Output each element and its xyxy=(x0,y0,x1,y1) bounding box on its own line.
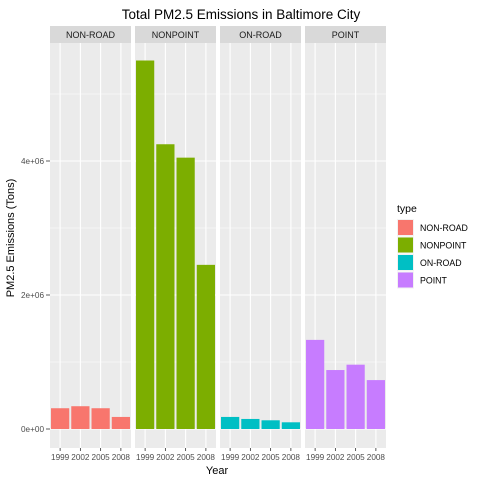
bar-point-2008 xyxy=(366,380,385,429)
x-tick-label: 2005 xyxy=(177,453,196,462)
y-tick-label: 2e+06 xyxy=(21,291,44,300)
legend-label-non-road: NON-ROAD xyxy=(420,223,468,233)
legend-label-nonpoint: NONPOINT xyxy=(420,241,467,251)
facet-panel-non-road: NON-ROAD 1999 2002 2005 2008 xyxy=(50,26,131,462)
x-tick-label: 2005 xyxy=(262,453,281,462)
y-tick-label: 4e+06 xyxy=(21,157,44,166)
facet-panel-nonpoint: NONPOINT 1999 2002 2005 2008 xyxy=(135,26,216,462)
bar-point-2002 xyxy=(326,370,345,429)
facet-strip xyxy=(220,26,301,43)
x-axis-title: Year xyxy=(206,465,229,477)
facet-panel-point: POINT 1999 2002 2005 2008 xyxy=(305,26,386,462)
chart-title: Total PM2.5 Emissions in Baltimore City xyxy=(122,7,361,22)
x-tick-label: 1999 xyxy=(136,453,155,462)
bar-on-road-1999 xyxy=(221,416,240,429)
x-tick-label: 2002 xyxy=(156,453,175,462)
bar-on-road-2005 xyxy=(261,420,280,429)
legend-swatch-nonpoint xyxy=(398,237,413,253)
facet-strip-label: NONPOINT xyxy=(152,30,200,40)
legend-swatch-non-road xyxy=(398,220,413,235)
x-tick-label: 2002 xyxy=(241,453,260,462)
bar-point-2005 xyxy=(346,364,365,429)
legend-swatch-point xyxy=(398,272,413,288)
bar-non-road-1999 xyxy=(51,408,70,429)
bar-non-road-2002 xyxy=(71,406,90,429)
legend-title: type xyxy=(397,203,417,215)
bar-non-road-2005 xyxy=(91,408,110,429)
panel-background xyxy=(50,43,131,448)
facet-strip xyxy=(50,26,131,43)
x-tick-label: 2008 xyxy=(282,453,301,462)
facet-strip-label: ON-ROAD xyxy=(239,30,282,40)
bar-on-road-2008 xyxy=(281,422,300,429)
x-tick-label: 1999 xyxy=(221,453,240,462)
bar-nonpoint-2002 xyxy=(156,144,175,429)
x-tick-label: 2002 xyxy=(71,453,90,462)
facet-strip xyxy=(135,26,216,43)
x-tick-label: 2008 xyxy=(112,453,131,462)
legend-label-on-road: ON-ROAD xyxy=(420,258,462,268)
bar-nonpoint-2008 xyxy=(196,264,215,429)
x-tick-label: 2005 xyxy=(347,453,366,462)
bar-on-road-2002 xyxy=(241,418,260,429)
legend-label-point: POINT xyxy=(420,276,448,286)
x-tick-label: 1999 xyxy=(51,453,70,462)
bar-point-1999 xyxy=(306,339,325,429)
bar-nonpoint-2005 xyxy=(176,157,195,429)
y-tick-label: 0e+00 xyxy=(21,425,44,434)
panel-background xyxy=(220,43,301,448)
facet-strip-label: NON-ROAD xyxy=(66,30,115,40)
x-tick-label: 2008 xyxy=(197,453,216,462)
facet-panel-on-road: ON-ROAD 1999 2002 2005 2008 xyxy=(220,26,301,462)
x-tick-label: 1999 xyxy=(306,453,325,462)
facet-strip-label: POINT xyxy=(332,30,360,40)
x-tick-label: 2008 xyxy=(367,453,386,462)
bar-nonpoint-1999 xyxy=(136,60,155,429)
y-axis-title: PM2.5 Emissions (Tons) xyxy=(5,179,17,298)
legend-swatch-on-road xyxy=(398,255,413,270)
facet-strip xyxy=(305,26,386,43)
x-tick-label: 2005 xyxy=(92,453,111,462)
bar-non-road-2008 xyxy=(111,416,130,429)
x-tick-label: 2002 xyxy=(326,453,345,462)
